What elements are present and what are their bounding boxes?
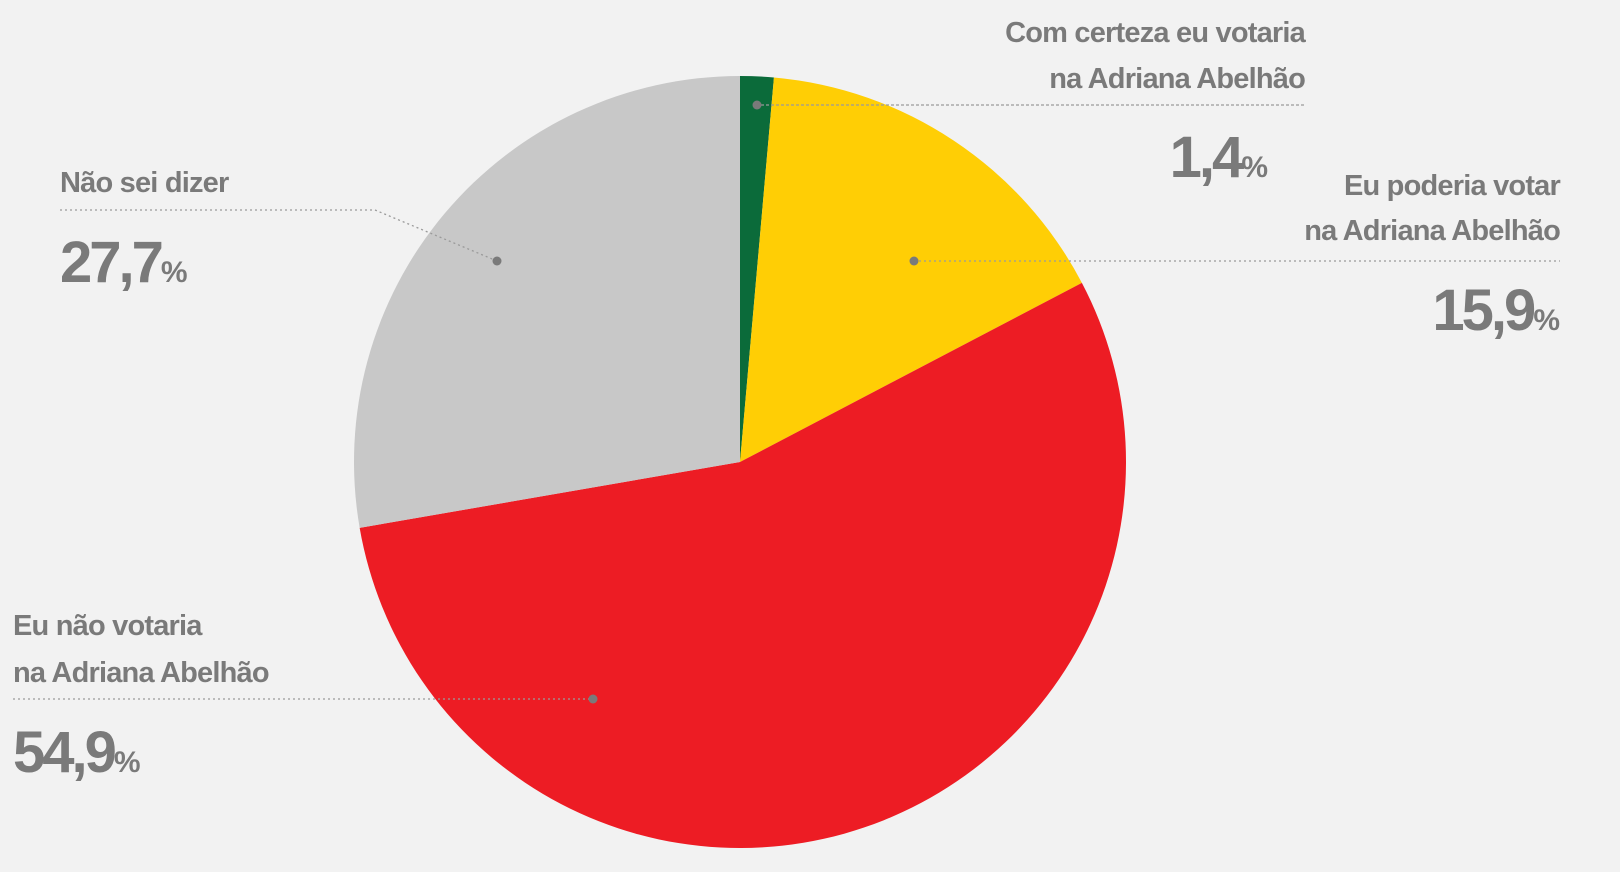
pie-slice [740,77,1082,462]
slice-label: na Adriana Abelhão [1304,215,1560,247]
slice-label: na Adriana Abelhão [13,657,269,689]
value-label: 15,9% [1432,278,1560,343]
leader-dot [752,100,762,110]
leader-dot [588,694,598,704]
pie-slice [354,76,740,528]
value-label: 1,4% [1170,125,1268,190]
leader-dot [492,256,502,266]
slice-label: Eu poderia votar [1344,170,1561,202]
slice-label: Eu não votaria [13,610,203,642]
leader-dot [909,256,919,266]
pie-slice [359,282,1127,849]
value-label: 54,9% [13,720,141,785]
slice-label: na Adriana Abelhão [1049,63,1305,95]
slice-label: Não sei dizer [60,167,229,199]
value-label: 27,7% [60,230,188,295]
leader-line [60,209,498,262]
slice-label: Com certeza eu votaria [1005,17,1307,49]
pie-slice [740,76,774,462]
